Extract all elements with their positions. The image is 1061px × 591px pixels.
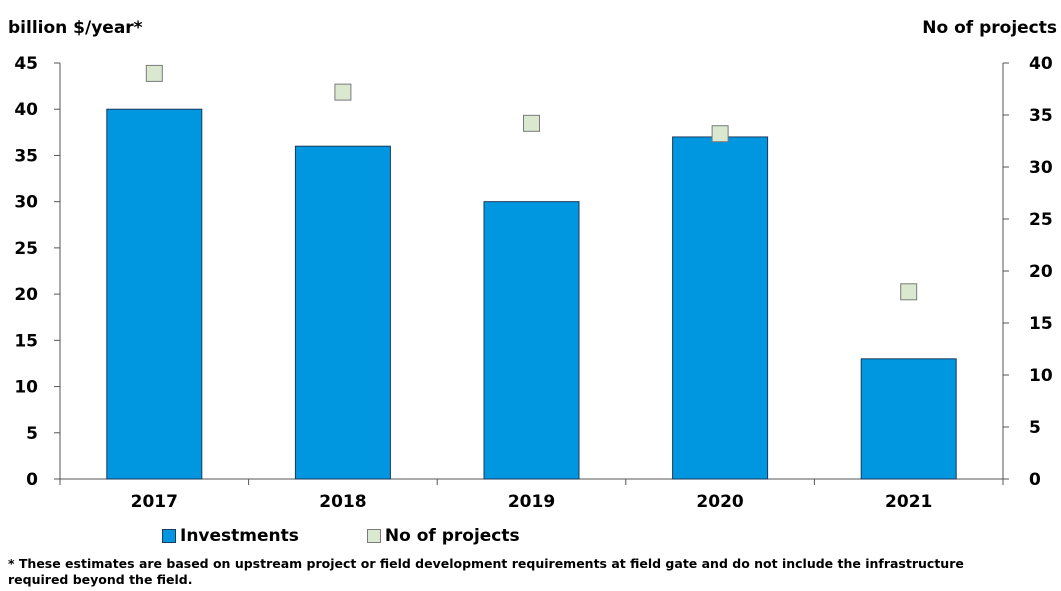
y-tick-label-right: 35 [1029, 106, 1053, 126]
y-tick-label-left: 25 [14, 239, 38, 259]
y-tick-label-right: 30 [1029, 158, 1053, 178]
point-projects-2017 [145, 64, 163, 82]
point-projects-2021 [900, 283, 918, 301]
bar-investments-2021 [860, 358, 957, 480]
bar-investments-2018 [294, 145, 391, 480]
x-tick-label: 2020 [696, 492, 743, 512]
x-tick-label: 2019 [508, 492, 555, 512]
y-tick-label-left: 20 [14, 285, 38, 305]
y-tick-label-left: 35 [14, 146, 38, 166]
legend-item-investments: Investments [162, 526, 299, 546]
y-axis-title-left: billion $/year* [8, 18, 143, 38]
bar-investments-2020 [672, 136, 769, 480]
y-tick-label-right: 25 [1029, 210, 1053, 230]
y-tick-label-right: 20 [1029, 262, 1053, 282]
legend: Investments No of projects [162, 526, 588, 546]
footnote: * These estimates are based on upstream … [8, 556, 964, 587]
legend-swatch-investments [162, 529, 176, 543]
y-axis-title-right: No of projects [922, 18, 1057, 38]
y-tick-label-left: 40 [14, 100, 38, 120]
y-tick-label-right: 10 [1029, 366, 1053, 386]
y-tick-label-right: 5 [1029, 418, 1041, 438]
bar-investments-2019 [483, 201, 580, 480]
y-tick-label-left: 45 [14, 54, 38, 74]
y-tick-label-left: 5 [26, 424, 38, 444]
legend-item-projects: No of projects [366, 526, 520, 546]
y-tick-label-left: 30 [14, 193, 38, 213]
legend-label-investments: Investments [180, 526, 299, 546]
y-tick-label-right: 0 [1029, 470, 1041, 490]
y-tick-label-left: 10 [14, 378, 38, 398]
x-tick-label: 2021 [885, 492, 932, 512]
chart-plot: 0 5 10 15 20 25 30 35 40 45 0 5 10 15 20 25 30 35 40 2017 20… [14, 54, 1053, 512]
legend-swatch-projects [366, 529, 381, 543]
point-projects-2018 [334, 83, 352, 101]
x-tick-label: 2017 [131, 492, 178, 512]
x-tick-label: 2018 [319, 492, 366, 512]
bar-investments-2017 [106, 108, 203, 480]
legend-label-projects: No of projects [384, 526, 520, 546]
point-projects-2019 [523, 114, 540, 132]
y-tick-label-left: 0 [26, 470, 38, 490]
y-tick-label-right: 15 [1029, 314, 1053, 334]
point-projects-2020 [711, 125, 729, 143]
y-tick-label-right: 40 [1029, 54, 1053, 74]
y-tick-label-left: 15 [14, 331, 38, 351]
